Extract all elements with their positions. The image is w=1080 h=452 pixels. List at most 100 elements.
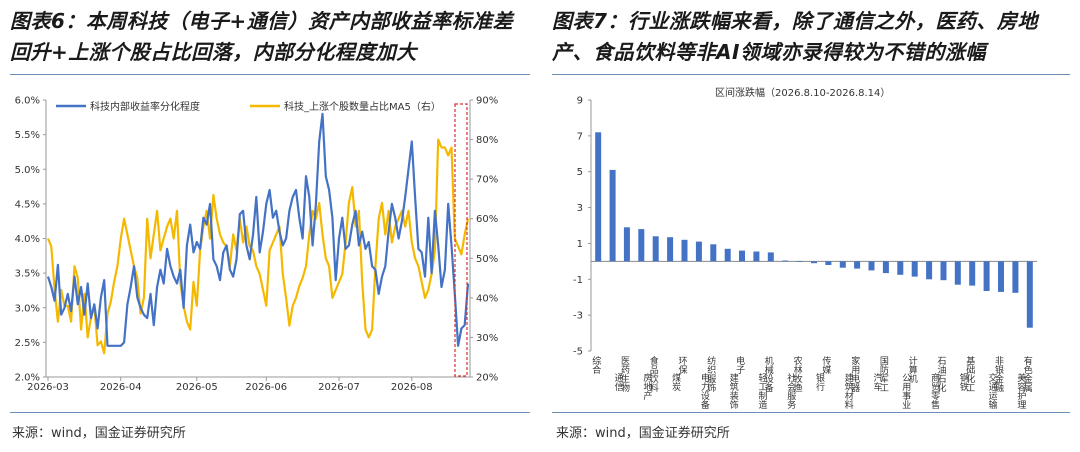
category-label: 美容护理 (1015, 372, 1026, 409)
left-title-line2: 回升+上涨个股占比回落，内部分化程度加大 (10, 40, 417, 64)
bar-tick-label: 3 (577, 203, 583, 214)
bar-tick-label: -5 (573, 347, 583, 358)
category-label: 汽车 (872, 372, 883, 392)
left-tick-label: 2.0% (15, 373, 40, 384)
bar (983, 261, 990, 291)
left-tick-label: 3.0% (15, 303, 40, 314)
bar (724, 248, 731, 262)
bar-tick-label: 9 (577, 96, 583, 107)
category-label: 计算机 (907, 355, 918, 384)
bar (681, 239, 688, 262)
category-label: 家用电器 (849, 355, 860, 392)
line-chart: 2.0% 2.5% 3.0% 3.5% 4.0% 4.5% 5.0% 5.5% 6.0% 20% 3… (15, 96, 499, 394)
left-tick-label: 3.5% (15, 269, 40, 280)
category-label: 银行 (814, 372, 825, 392)
bar (1012, 261, 1019, 293)
bar (854, 261, 861, 269)
left-title-rule (10, 74, 530, 75)
bar (782, 260, 789, 262)
right-title-rule (552, 74, 1070, 75)
bar (796, 261, 803, 262)
right-tick-label: 90% (476, 96, 498, 107)
category-label: 食品饮料 (648, 355, 659, 393)
category-label: 社会服务 (785, 372, 796, 410)
right-tick-label: 20% (476, 373, 498, 384)
category-label: 公用事业 (900, 373, 911, 409)
category-label: 电力设备 (699, 372, 710, 409)
bar (767, 252, 774, 262)
bar (1026, 261, 1033, 328)
bar (897, 261, 904, 275)
category-label: 轻工制造 (757, 372, 768, 410)
bar-tick-label: 5 (577, 167, 583, 178)
bar (926, 261, 933, 280)
category-label: 环保 (677, 356, 688, 375)
category-label: 商贸零售 (929, 372, 940, 410)
category-label: 钢铁 (958, 372, 969, 392)
bar (667, 237, 674, 262)
category-label: 国防军工 (878, 356, 889, 392)
category-label: 房地产 (641, 372, 652, 401)
category-label: 基础化工 (964, 355, 975, 392)
bar (710, 244, 717, 262)
x-tick-label: 2026-07 (318, 382, 360, 393)
x-tick-label: 2026-08 (391, 382, 433, 393)
left-tick-label: 5.0% (15, 165, 40, 176)
category-label: 纺织服饰 (705, 355, 716, 393)
highlight-box (454, 103, 468, 377)
line-chart-legend: 科技内部收益率分化程度 科技_上涨个股数量占比MA5（右） (56, 100, 441, 113)
legend-label: 科技内部收益率分化程度 (90, 100, 200, 113)
category-label: 医药生物 (619, 356, 630, 393)
bar-tick-label: 7 (577, 131, 583, 142)
left-title-line1: 图表6：本周科技（电子+通信）资产内部收益率标准差 (10, 9, 514, 33)
category-label: 煤炭 (670, 372, 681, 392)
legend-label: 科技_上涨个股数量占比MA5（右） (284, 100, 441, 113)
category-label: 交通运输 (987, 372, 998, 410)
category-label: 电子 (734, 355, 745, 374)
bar (868, 261, 875, 271)
left-tick-label: 6.0% (15, 96, 40, 107)
bar-tick-label: 1 (577, 239, 583, 250)
bar (882, 261, 889, 274)
bar (839, 261, 846, 268)
category-label: 建筑材料 (843, 372, 854, 410)
right-tick-label: 70% (476, 175, 498, 186)
bar (595, 132, 602, 262)
category-label: 机械设备 (763, 355, 774, 392)
bar-chart: 区间涨跌幅（2026.8.10-2026.8.14） 9 7 5 3 1 -1 -3 -5 综… (573, 86, 1037, 410)
bar (940, 261, 947, 281)
bar (825, 261, 832, 265)
bar (652, 236, 659, 262)
left-tick-label: 4.0% (15, 234, 40, 245)
line-chart-axes: 2.0% 2.5% 3.0% 3.5% 4.0% 4.5% 5.0% 5.5% 6.0% 20% 3… (15, 96, 499, 394)
series-line-dispersion (46, 112, 470, 347)
left-source: 来源：wind，国金证券研究所 (12, 426, 186, 441)
category-label: 传媒 (820, 355, 831, 375)
x-tick-label: 2026-04 (100, 382, 142, 393)
category-label: 农林牧渔 (792, 355, 803, 392)
right-tick-label: 30% (476, 333, 498, 344)
bar (911, 261, 918, 277)
category-label: 非银金融 (993, 355, 1004, 393)
right-tick-label: 60% (476, 214, 498, 225)
x-tick-label: 2026-03 (27, 382, 69, 393)
left-tick-label: 4.5% (15, 199, 40, 210)
right-tick-label: 50% (476, 254, 498, 265)
category-label: 通信 (613, 373, 624, 392)
series-line-up-ratio (46, 138, 470, 355)
x-tick-label: 2026-06 (245, 382, 287, 393)
bar (753, 251, 760, 262)
bar (969, 261, 976, 286)
bar (739, 250, 745, 262)
left-source-rule (10, 412, 530, 413)
category-label: 石油石化 (936, 356, 947, 393)
right-title-line2: 产、食品饮料等非AI领域亦录得较为不错的涨幅 (552, 40, 986, 64)
bar (811, 261, 817, 264)
right-source: 来源：wind，国金证券研究所 (556, 426, 730, 441)
bar-tick-label: -3 (573, 311, 583, 322)
category-label: 建筑装饰 (728, 372, 739, 410)
category-label: 综合 (590, 355, 601, 375)
category-label: 有色金属 (1022, 355, 1033, 393)
right-source-rule (552, 412, 1070, 413)
x-tick-label: 2026-05 (176, 382, 218, 393)
